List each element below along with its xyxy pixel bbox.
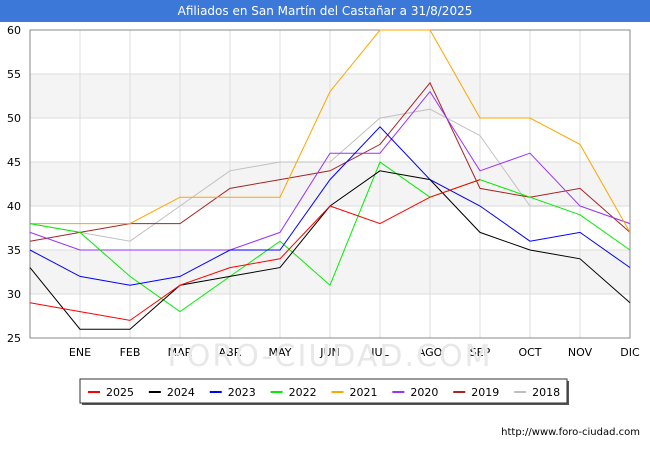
- legend-box: [79, 378, 568, 404]
- legend-label-2022: 2022: [289, 386, 317, 399]
- source-url[interactable]: http://www.foro-ciudad.com: [501, 427, 640, 438]
- y-tick-label: 35: [7, 244, 21, 257]
- x-tick-label: DIC: [620, 346, 640, 359]
- series-line-2023: [29, 126, 631, 286]
- x-tick-label: MAR: [168, 346, 193, 359]
- y-tick-label: 55: [7, 68, 21, 81]
- y-tick-label: 30: [7, 288, 21, 301]
- series-line-2025: [29, 179, 481, 321]
- plot-border: [29, 29, 631, 339]
- x-tick-label: MAY: [269, 346, 292, 359]
- x-tick-label: NOV: [568, 346, 593, 359]
- chart-title: Afiliados en San Martín del Castañar a 3…: [0, 0, 650, 22]
- watermark-text: FORO-CIUDAD.COM: [168, 339, 493, 374]
- series-line-2021: [30, 29, 631, 233]
- x-tick-label: AGO: [418, 346, 443, 359]
- x-tick-label: JUL: [370, 346, 389, 359]
- series-line-2022: [29, 161, 631, 313]
- legend-label-2023: 2023: [228, 386, 256, 399]
- x-tick-label: FEB: [120, 346, 141, 359]
- series-line-2018: [29, 108, 631, 242]
- x-tick-label: OCT: [518, 346, 541, 359]
- legend-label-2025: 2025: [106, 386, 134, 399]
- y-tick-label: 40: [7, 200, 21, 213]
- x-tick-label: ENE: [69, 346, 91, 359]
- y-tick-label: 50: [7, 112, 21, 125]
- legend-label-2020: 2020: [410, 386, 438, 399]
- x-tick-label: ABR: [219, 346, 242, 359]
- y-tick-label: 60: [7, 24, 21, 37]
- legend-label-2024: 2024: [167, 386, 195, 399]
- y-tick-label: 25: [7, 332, 21, 345]
- legend-label-2018: 2018: [532, 386, 560, 399]
- x-tick-label: SEP: [470, 346, 491, 359]
- x-tick-label: JUN: [319, 346, 340, 359]
- series-line-2020: [29, 90, 631, 251]
- y-tick-label: 45: [7, 156, 21, 169]
- legend-label-2021: 2021: [350, 386, 378, 399]
- legend-label-2019: 2019: [471, 386, 499, 399]
